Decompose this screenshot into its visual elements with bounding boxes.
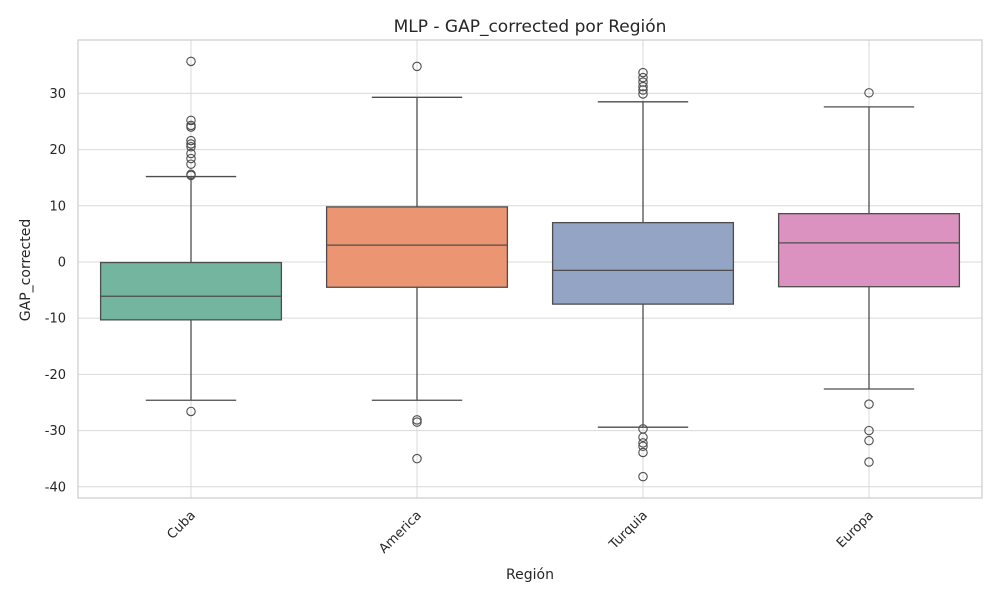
box-europa xyxy=(777,88,961,467)
outlier-point xyxy=(186,153,196,164)
outlier-point xyxy=(186,148,196,159)
outlier-point xyxy=(864,425,874,436)
outlier-point xyxy=(186,142,196,152)
outlier-point xyxy=(412,417,422,427)
chart-title: MLP - GAP_corrected por Región xyxy=(394,17,667,37)
outlier-point xyxy=(412,61,422,72)
y-tick-label: -10 xyxy=(45,312,66,327)
outlier-point xyxy=(186,122,196,132)
outlier-point xyxy=(186,170,196,181)
outlier-point xyxy=(638,438,648,448)
y-tick-label: -30 xyxy=(45,424,66,439)
y-tick-label: 20 xyxy=(49,143,66,158)
iqr-box xyxy=(777,212,961,288)
y-tick-label: 0 xyxy=(58,255,66,270)
iqr-box xyxy=(551,221,735,305)
x-tick-label-cuba: Cuba xyxy=(165,508,199,542)
box-series xyxy=(99,56,961,482)
y-tick-label: 30 xyxy=(49,87,66,102)
outlier-point xyxy=(638,85,648,95)
outlier-point xyxy=(186,406,196,417)
outlier-point xyxy=(186,56,196,67)
outlier-point xyxy=(412,415,422,425)
box-cuba xyxy=(99,56,283,417)
x-tick-label-europa: Europa xyxy=(834,508,877,551)
outlier-point xyxy=(864,399,874,409)
outlier-point xyxy=(638,72,648,83)
outlier-point xyxy=(638,471,648,482)
x-tick-label-america: America xyxy=(376,508,425,557)
y-tick-label: -20 xyxy=(45,368,66,383)
outlier-point xyxy=(186,135,196,146)
outlier-point xyxy=(638,89,648,99)
x-axis-label: Región xyxy=(506,567,554,583)
outlier-point xyxy=(864,435,874,446)
plot-frame xyxy=(77,39,983,499)
x-tick-labels: Cuba America Turquia Europa xyxy=(165,508,877,557)
iqr-box xyxy=(99,261,283,321)
outlier-point xyxy=(864,88,874,98)
outlier-point xyxy=(638,432,648,443)
outlier-point xyxy=(186,159,196,169)
outlier-point xyxy=(638,67,648,78)
y-tick-labels: -40 -30 -20 -10 0 10 20 30 xyxy=(45,87,66,495)
outlier-point xyxy=(412,453,422,464)
outlier-point xyxy=(864,457,874,467)
outlier-point xyxy=(186,139,196,149)
box-turquia xyxy=(551,67,735,482)
y-axis-label: GAP_corrected xyxy=(18,219,34,321)
outlier-point xyxy=(638,447,648,458)
y-tick-label: -40 xyxy=(45,480,66,495)
iqr-box xyxy=(325,206,509,288)
outlier-point xyxy=(186,115,196,126)
x-tick-label-turquia: Turquia xyxy=(606,508,651,553)
outlier-point xyxy=(638,441,648,452)
y-tick-label: 10 xyxy=(49,199,66,214)
outlier-point xyxy=(638,81,648,92)
box-america xyxy=(325,61,509,464)
